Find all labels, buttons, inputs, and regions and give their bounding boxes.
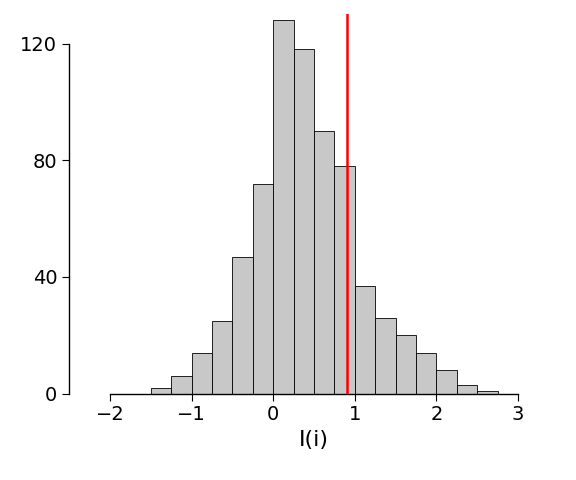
Bar bbox=[314, 131, 334, 394]
Bar bbox=[151, 388, 171, 394]
Bar bbox=[396, 335, 416, 394]
Bar bbox=[416, 353, 436, 394]
Bar bbox=[477, 391, 498, 394]
Bar bbox=[171, 376, 191, 394]
Bar bbox=[334, 166, 355, 394]
Bar bbox=[212, 321, 232, 394]
Bar bbox=[253, 183, 273, 394]
Bar bbox=[232, 256, 253, 394]
Bar bbox=[355, 286, 375, 394]
Bar bbox=[437, 370, 457, 394]
X-axis label: I(i): I(i) bbox=[299, 430, 329, 450]
Bar bbox=[273, 20, 294, 394]
Bar bbox=[191, 353, 212, 394]
Bar bbox=[375, 318, 396, 394]
Bar bbox=[457, 385, 477, 394]
Bar bbox=[294, 49, 314, 394]
